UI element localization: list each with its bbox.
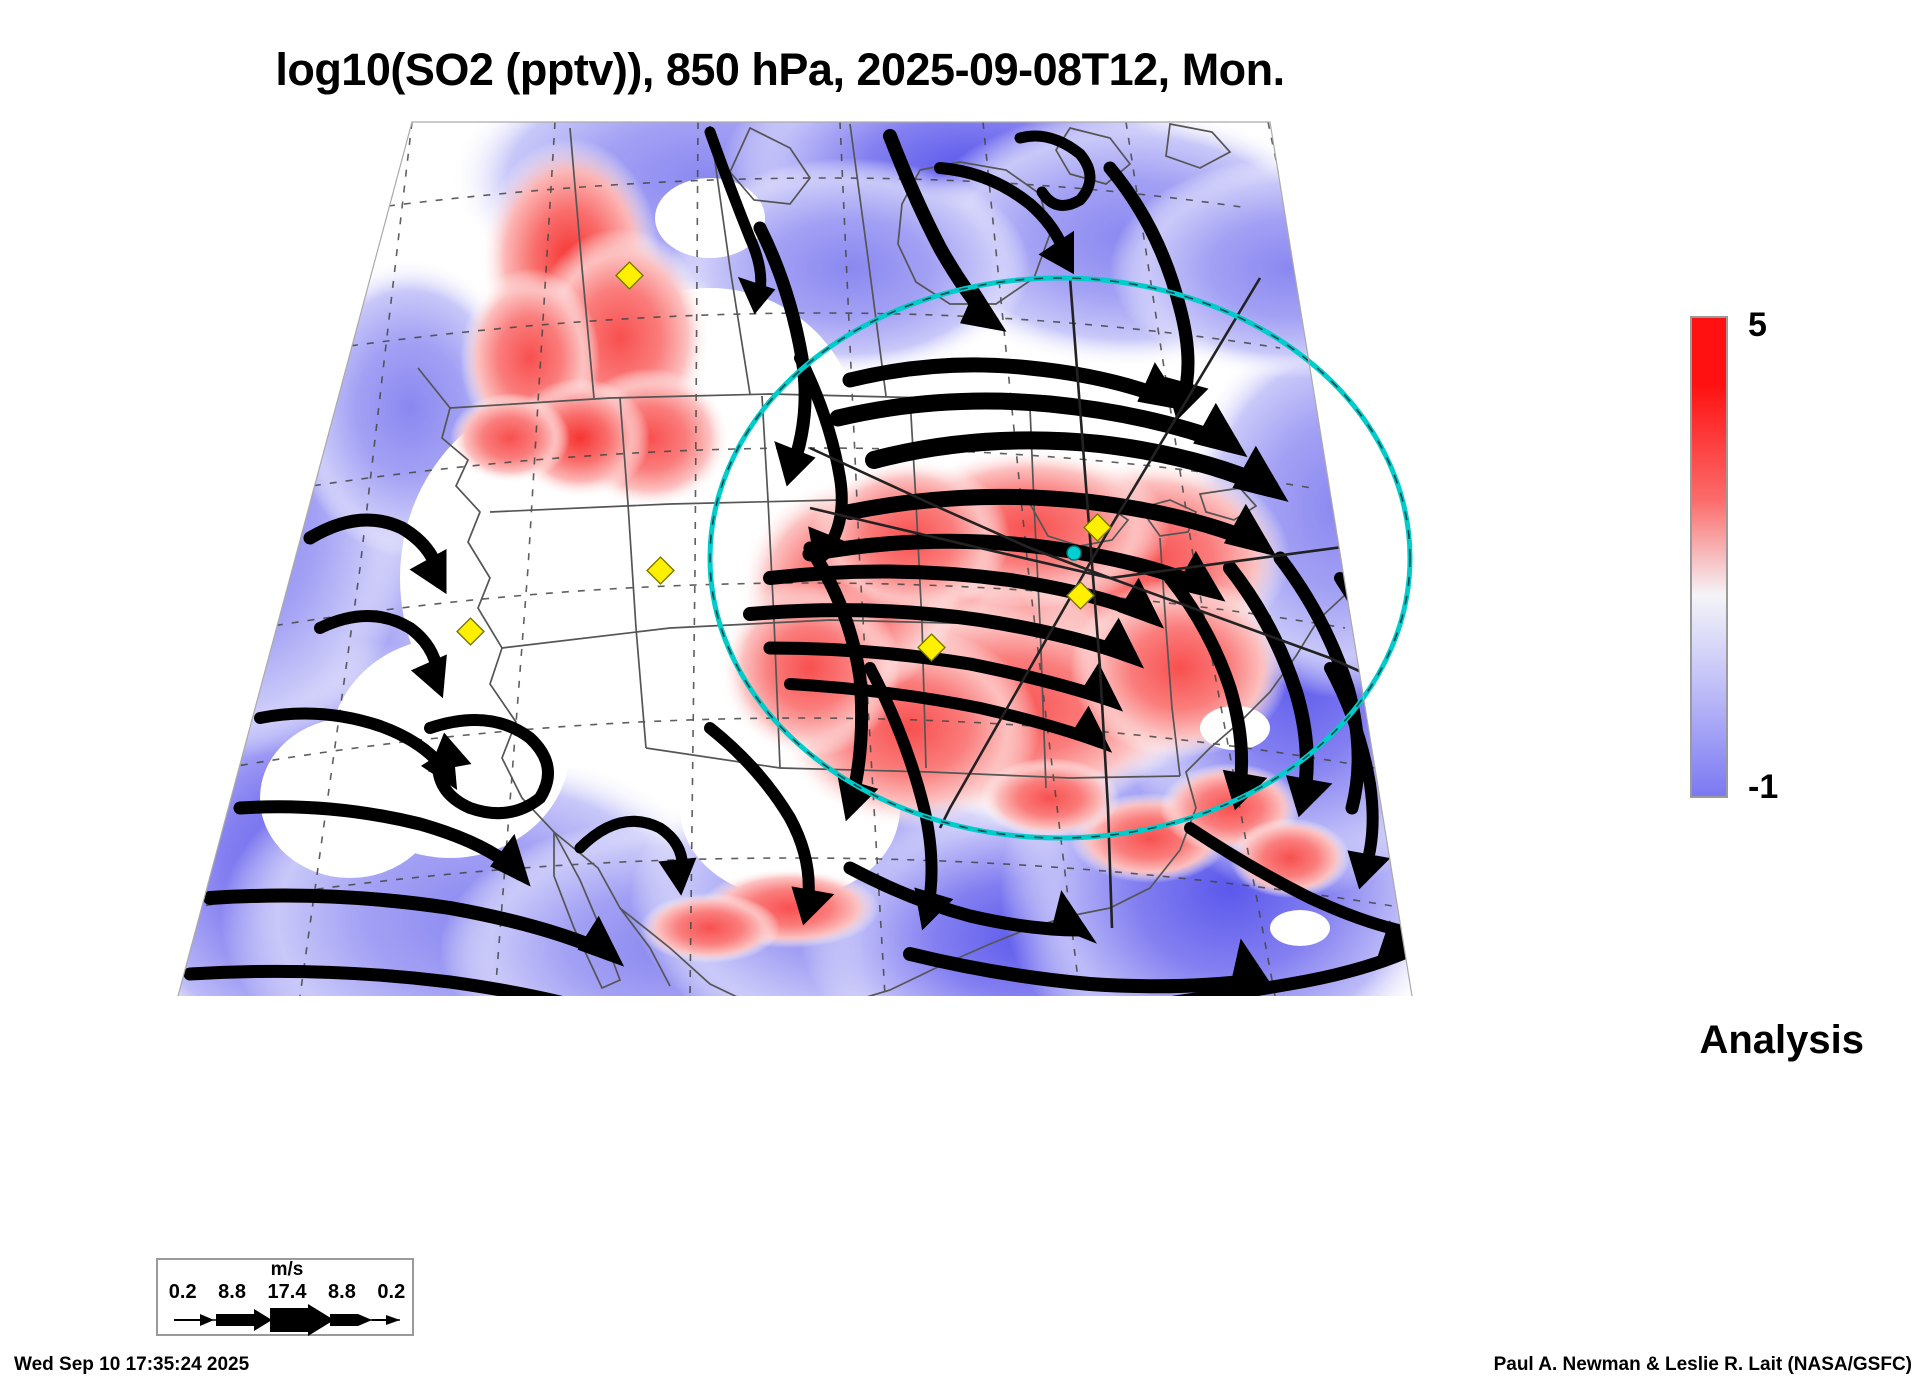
map-panel[interactable] xyxy=(150,108,1570,1038)
flight-circle-ellipse xyxy=(707,275,1413,841)
wind-legend-unit-label: m/s xyxy=(270,1259,304,1280)
colorbar-min-label: -1 xyxy=(1748,768,1779,806)
wind-legend-arrow-scale xyxy=(174,1304,400,1336)
colorbar-gradient xyxy=(1690,316,1728,798)
station-marker-5 xyxy=(1083,513,1112,542)
generation-timestamp: Wed Sep 10 17:35:24 2025 xyxy=(14,1354,250,1375)
station-marker-4 xyxy=(917,633,946,662)
wind-legend-value-2: 8.8 xyxy=(218,1280,246,1303)
coastlines-and-borders xyxy=(417,122,1381,996)
wind-legend-value-3: 17.4 xyxy=(267,1280,307,1303)
wind-legend-values: 0.2 8.8 17.4 8.8 0.2 xyxy=(158,1280,416,1304)
analysis-label: Analysis xyxy=(1699,1018,1864,1062)
author-credit: Paul A. Newman & Leslie R. Lait (NASA/GS… xyxy=(1493,1354,1912,1375)
map-canvas[interactable] xyxy=(150,108,1570,1038)
colorbar[interactable]: 5 -1 xyxy=(1690,306,1890,816)
station-marker-1 xyxy=(615,261,644,290)
map-boundary xyxy=(177,121,1413,997)
wind-legend-value-4: 8.8 xyxy=(328,1280,356,1303)
wind-legend-value-5: 0.2 xyxy=(377,1280,406,1303)
wind-legend-value-1: 0.2 xyxy=(168,1280,197,1303)
center-marker xyxy=(1066,545,1082,561)
station-marker-3 xyxy=(456,617,485,646)
station-marker-6 xyxy=(1066,581,1095,610)
wind-speed-legend: m/s 0.2 8.8 17.4 8.8 0.2 xyxy=(156,1258,414,1336)
wind-streamlines xyxy=(183,126,1412,996)
station-markers[interactable] xyxy=(456,261,1112,662)
page-title: log10(SO2 (pptv)), 850 hPa, 2025-09-08T1… xyxy=(275,44,1285,95)
station-marker-2 xyxy=(646,556,675,585)
colorbar-max-label: 5 xyxy=(1748,306,1767,344)
